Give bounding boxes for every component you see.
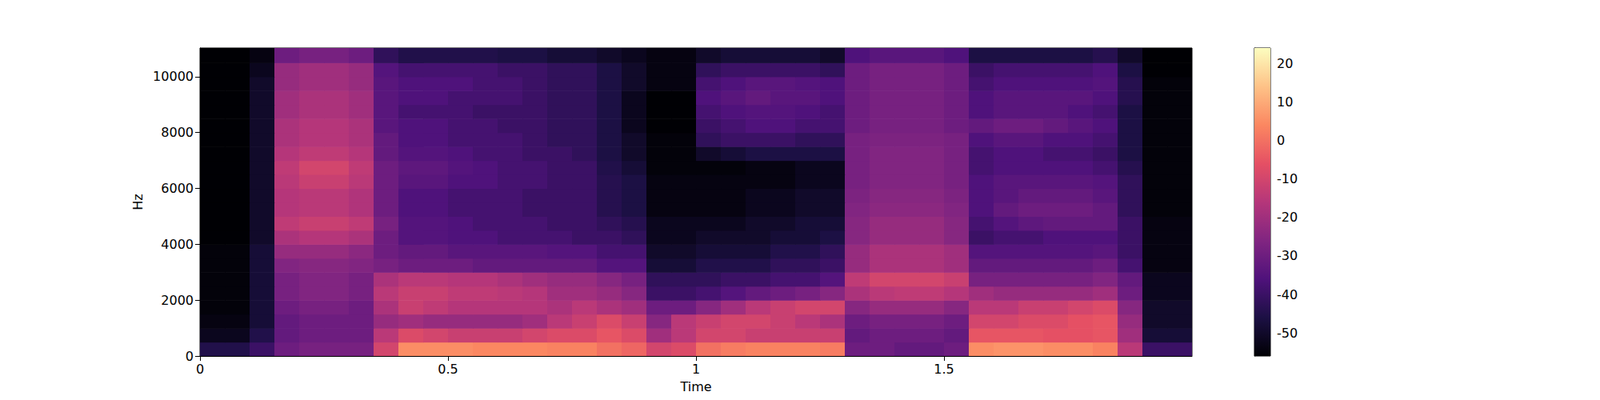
svg-text:20: 20: [1276, 56, 1293, 72]
svg-text:10000: 10000: [152, 68, 194, 84]
svg-text:0.5: 0.5: [437, 361, 458, 377]
svg-text:-20: -20: [1276, 209, 1298, 225]
svg-text:Hz: Hz: [130, 193, 146, 210]
svg-text:-10: -10: [1276, 171, 1298, 187]
svg-text:6000: 6000: [160, 180, 194, 196]
svg-text:0: 0: [185, 348, 194, 364]
svg-text:Time: Time: [679, 379, 712, 395]
svg-text:-50: -50: [1276, 325, 1298, 341]
svg-text:1.5: 1.5: [933, 361, 954, 377]
svg-text:4000: 4000: [160, 236, 194, 252]
svg-text:-40: -40: [1276, 287, 1298, 303]
svg-text:8000: 8000: [160, 124, 194, 140]
svg-text:-30: -30: [1276, 248, 1298, 264]
svg-text:10: 10: [1276, 94, 1293, 110]
svg-text:0: 0: [1276, 132, 1285, 148]
svg-text:0: 0: [196, 361, 204, 377]
svg-text:1: 1: [692, 361, 700, 377]
svg-text:2000: 2000: [160, 292, 194, 308]
